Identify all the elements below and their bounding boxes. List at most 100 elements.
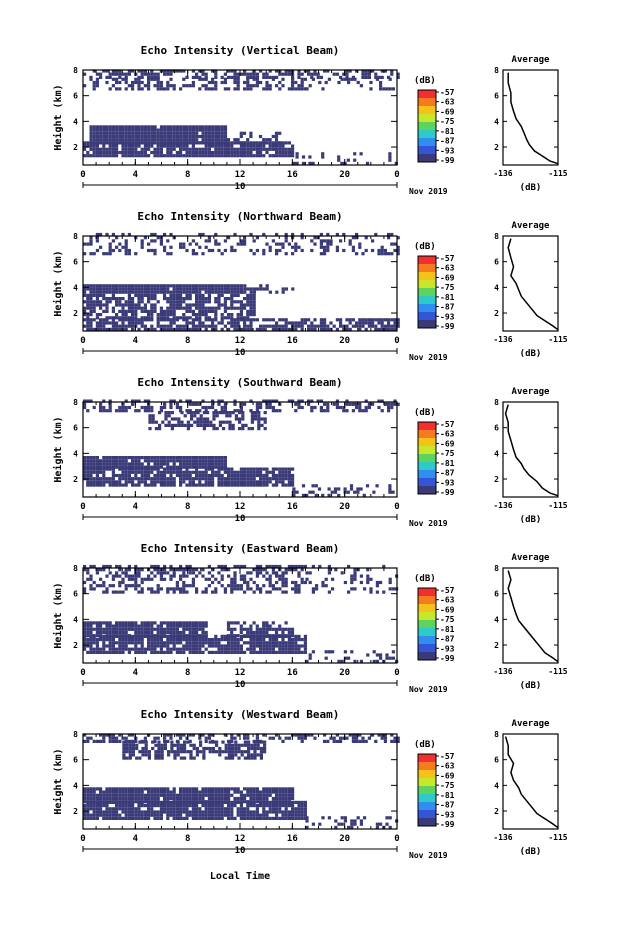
- echo-cell: [163, 318, 166, 321]
- echo-cell: [131, 575, 134, 578]
- echo-cell: [224, 129, 227, 132]
- echo-cell: [134, 287, 137, 290]
- echo-cell: [102, 651, 105, 654]
- echo-cell: [392, 87, 395, 90]
- echo-cell: [189, 154, 192, 157]
- echo-cell: [232, 427, 235, 430]
- echo-cell: [227, 148, 230, 151]
- echo-cell: [125, 462, 128, 465]
- echo-cell: [176, 291, 179, 294]
- echo-cell: [256, 484, 259, 487]
- echo-cell: [249, 297, 252, 300]
- echo-cell: [150, 638, 153, 641]
- echo-cell: [102, 462, 105, 465]
- echo-cell: [118, 651, 121, 654]
- echo-cell: [246, 78, 249, 81]
- echo-cell: [141, 462, 144, 465]
- echo-cell: [224, 303, 227, 306]
- echo-cell: [121, 804, 124, 807]
- echo-cell: [160, 138, 163, 141]
- echo-cell: [93, 303, 96, 306]
- echo-cell: [125, 791, 128, 794]
- echo-cell: [233, 403, 236, 406]
- echo-cell: [121, 578, 124, 581]
- echo-cell: [86, 297, 89, 300]
- colorbar-tick-label: -75: [440, 449, 455, 458]
- echo-cell: [179, 480, 182, 483]
- average-title: Average: [512, 221, 551, 231]
- echo-cell: [89, 801, 92, 804]
- echo-cell: [259, 587, 262, 590]
- echo-cell: [106, 125, 109, 128]
- echo-cell: [154, 129, 157, 132]
- echo-cell: [166, 651, 169, 654]
- echo-cell: [253, 239, 256, 242]
- echo-cell: [259, 571, 262, 574]
- echo-cell: [153, 787, 156, 790]
- echo-cell: [137, 480, 140, 483]
- echo-cell: [201, 621, 204, 624]
- echo-cell: [278, 148, 281, 151]
- echo-cell: [189, 310, 192, 313]
- echo-cell: [224, 456, 227, 459]
- echo-cell: [389, 657, 392, 660]
- echo-cell: [148, 757, 151, 760]
- echo-cell: [99, 807, 102, 810]
- echo-cell: [198, 129, 201, 132]
- echo-cell: [112, 641, 115, 644]
- echo-cell: [137, 471, 140, 474]
- echo-cell: [118, 791, 121, 794]
- echo-cell: [128, 307, 131, 310]
- echo-cell: [161, 750, 164, 753]
- echo-cell: [102, 740, 105, 743]
- echo-cell: [169, 578, 172, 581]
- echo-cell: [214, 291, 217, 294]
- echo-cell: [134, 810, 137, 813]
- echo-cell: [211, 145, 214, 148]
- echo-cell: [168, 421, 171, 424]
- echo-cell: [163, 456, 166, 459]
- echo-cell: [249, 249, 252, 252]
- echo-cell: [288, 151, 291, 154]
- echo-cell: [193, 744, 196, 747]
- echo-cell: [141, 73, 144, 76]
- echo-cell: [246, 628, 249, 631]
- echo-cell: [153, 303, 156, 306]
- echo-cell: [173, 87, 176, 90]
- echo-cell: [173, 297, 176, 300]
- echo-cell: [96, 484, 99, 487]
- echo-cell: [230, 480, 233, 483]
- echo-cell: [144, 84, 147, 87]
- echo-cell: [323, 249, 326, 252]
- colorbar-tick-label: -87: [440, 137, 455, 146]
- echo-cell: [243, 287, 246, 290]
- echo-cell: [189, 129, 192, 132]
- echo-cell: [227, 635, 230, 638]
- echo-cell: [89, 300, 92, 303]
- echo-cell: [137, 318, 140, 321]
- echo-cell: [128, 84, 131, 87]
- echo-cell: [112, 73, 115, 76]
- echo-cell: [109, 651, 112, 654]
- echo-cell: [198, 148, 201, 151]
- echo-cell: [179, 125, 182, 128]
- echo-cell: [179, 474, 182, 477]
- echo-cell: [173, 129, 176, 132]
- echo-cell: [318, 487, 321, 490]
- echo-cell: [176, 459, 179, 462]
- echo-cell: [205, 313, 208, 316]
- echo-cell: [208, 151, 211, 154]
- echo-cell: [125, 456, 128, 459]
- echo-cell: [121, 321, 124, 324]
- echo-cell: [257, 414, 260, 417]
- echo-cell: [304, 648, 307, 651]
- echo-cell: [109, 644, 112, 647]
- echo-cell: [192, 456, 195, 459]
- x-tick-label: 0: [394, 336, 399, 346]
- echo-cell: [218, 132, 221, 135]
- echo-cell: [163, 287, 166, 290]
- echo-cell: [121, 459, 124, 462]
- colorbar-tick-label: -69: [440, 439, 455, 448]
- echo-cell: [389, 78, 392, 81]
- echo-cell: [89, 638, 92, 641]
